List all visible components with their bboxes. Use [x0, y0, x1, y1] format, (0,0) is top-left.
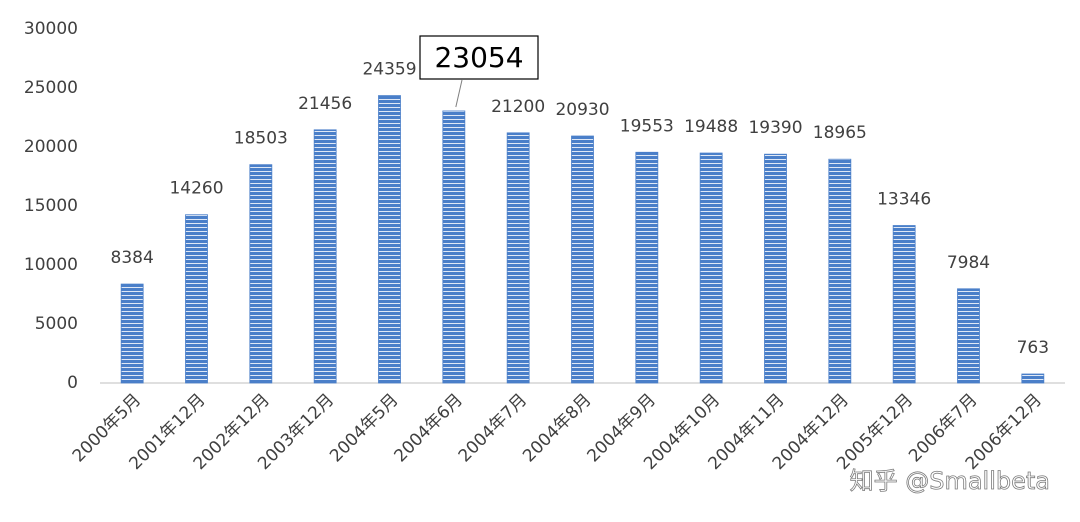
bar	[957, 288, 980, 384]
value-label: 23054	[434, 41, 523, 74]
value-label: 21200	[491, 97, 545, 117]
y-tick-label: 20000	[24, 137, 78, 157]
value-label: 21456	[298, 94, 352, 114]
bar	[249, 164, 273, 384]
bar	[313, 129, 337, 384]
y-tick-label: 0	[67, 373, 78, 393]
watermark: 知乎 @Smallbeta	[850, 467, 1050, 495]
x-tick-label: 2004年6月	[390, 390, 466, 466]
bar	[1021, 373, 1045, 384]
callout-leader	[455, 79, 463, 108]
bar	[699, 152, 723, 384]
x-tick-label: 2004年5月	[326, 390, 402, 466]
value-label: 763	[1017, 338, 1049, 358]
y-tick-label: 25000	[24, 78, 78, 98]
bar	[506, 132, 530, 384]
value-label: 14260	[169, 179, 223, 199]
bar	[635, 151, 659, 384]
value-label: 20930	[555, 100, 609, 120]
bar	[828, 158, 852, 384]
callout-box	[419, 35, 539, 80]
value-label: 7984	[947, 253, 990, 273]
bar	[764, 153, 787, 384]
y-tick-label: 5000	[35, 314, 78, 334]
bar	[571, 135, 594, 384]
x-tick-label: 2004年8月	[519, 390, 595, 466]
y-tick-label: 15000	[24, 196, 78, 216]
bar	[892, 225, 916, 384]
y-tick-label: 10000	[24, 255, 78, 275]
bar	[378, 95, 401, 384]
x-tick-label: 2004年7月	[455, 390, 531, 466]
value-label: 19390	[748, 118, 802, 138]
value-label: 18503	[234, 129, 288, 149]
value-label: 19553	[620, 116, 674, 136]
value-label: 18965	[813, 123, 867, 143]
y-tick-label: 30000	[24, 19, 78, 39]
value-label: 19488	[684, 117, 738, 137]
bar	[442, 110, 466, 384]
bar	[120, 283, 144, 384]
value-label: 24359	[362, 60, 416, 80]
value-label: 8384	[111, 248, 154, 268]
bar	[185, 214, 208, 384]
value-label: 13346	[877, 190, 931, 210]
